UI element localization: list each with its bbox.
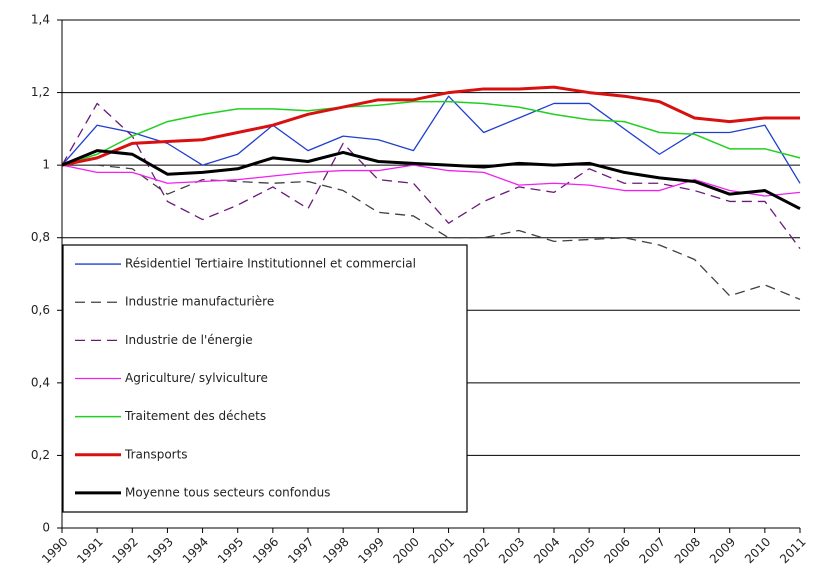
x-tick-label: 1992 bbox=[109, 535, 140, 566]
x-tick-label: 2003 bbox=[496, 535, 527, 566]
y-tick-label: 0,4 bbox=[31, 375, 50, 389]
series-line bbox=[61, 95, 801, 184]
x-tick-label: 2005 bbox=[566, 535, 597, 566]
legend-label: Agriculture/ sylviculture bbox=[125, 371, 268, 385]
series-line bbox=[61, 164, 801, 197]
x-tick-label: 1991 bbox=[74, 535, 105, 566]
x-tick-label: 2002 bbox=[461, 535, 492, 566]
x-tick-label: 1993 bbox=[145, 535, 176, 566]
series-line bbox=[61, 85, 800, 167]
x-tick-label: 2001 bbox=[426, 535, 457, 566]
series-line bbox=[61, 149, 801, 211]
x-tick-label: 2010 bbox=[742, 535, 773, 566]
x-tick-label: 1995 bbox=[215, 535, 246, 566]
legend-label: Transports bbox=[124, 447, 188, 461]
series-line bbox=[61, 100, 801, 166]
x-tick-label: 2009 bbox=[707, 535, 738, 566]
series-line bbox=[61, 102, 801, 249]
y-tick-label: 0,6 bbox=[31, 303, 50, 317]
legend-label: Industrie manufacturière bbox=[125, 295, 274, 309]
x-tick-label: 2006 bbox=[601, 535, 632, 566]
series-line bbox=[62, 164, 801, 301]
x-tick-label: 1994 bbox=[180, 535, 211, 566]
y-tick-label: 0 bbox=[42, 521, 50, 535]
y-tick-label: 1 bbox=[42, 158, 50, 172]
x-tick-label: 1996 bbox=[250, 535, 281, 566]
legend-label: Résidentiel Tertiaire Institutionnel et … bbox=[125, 257, 416, 271]
y-tick-label: 0,8 bbox=[31, 230, 50, 244]
y-tick-label: 1,2 bbox=[31, 85, 50, 99]
legend-label: Moyenne tous secteurs confondus bbox=[125, 485, 330, 499]
x-tick-label: 2000 bbox=[391, 535, 422, 566]
x-tick-label: 2004 bbox=[531, 535, 562, 566]
x-tick-label: 2007 bbox=[637, 535, 668, 566]
x-tick-label: 1990 bbox=[39, 535, 70, 566]
legend-label: Traitement des déchets bbox=[124, 409, 266, 423]
legend-box bbox=[62, 244, 468, 513]
x-tick-label: 2008 bbox=[672, 535, 703, 566]
x-tick-label: 1999 bbox=[355, 535, 386, 566]
x-tick-label: 1997 bbox=[285, 535, 316, 566]
y-tick-label: 0,2 bbox=[31, 448, 50, 462]
x-tick-label: 1998 bbox=[320, 535, 351, 566]
y-tick-label: 1,4 bbox=[31, 13, 50, 27]
legend-label: Industrie de l'énergie bbox=[125, 333, 253, 347]
x-tick-label: 2011 bbox=[777, 535, 808, 566]
